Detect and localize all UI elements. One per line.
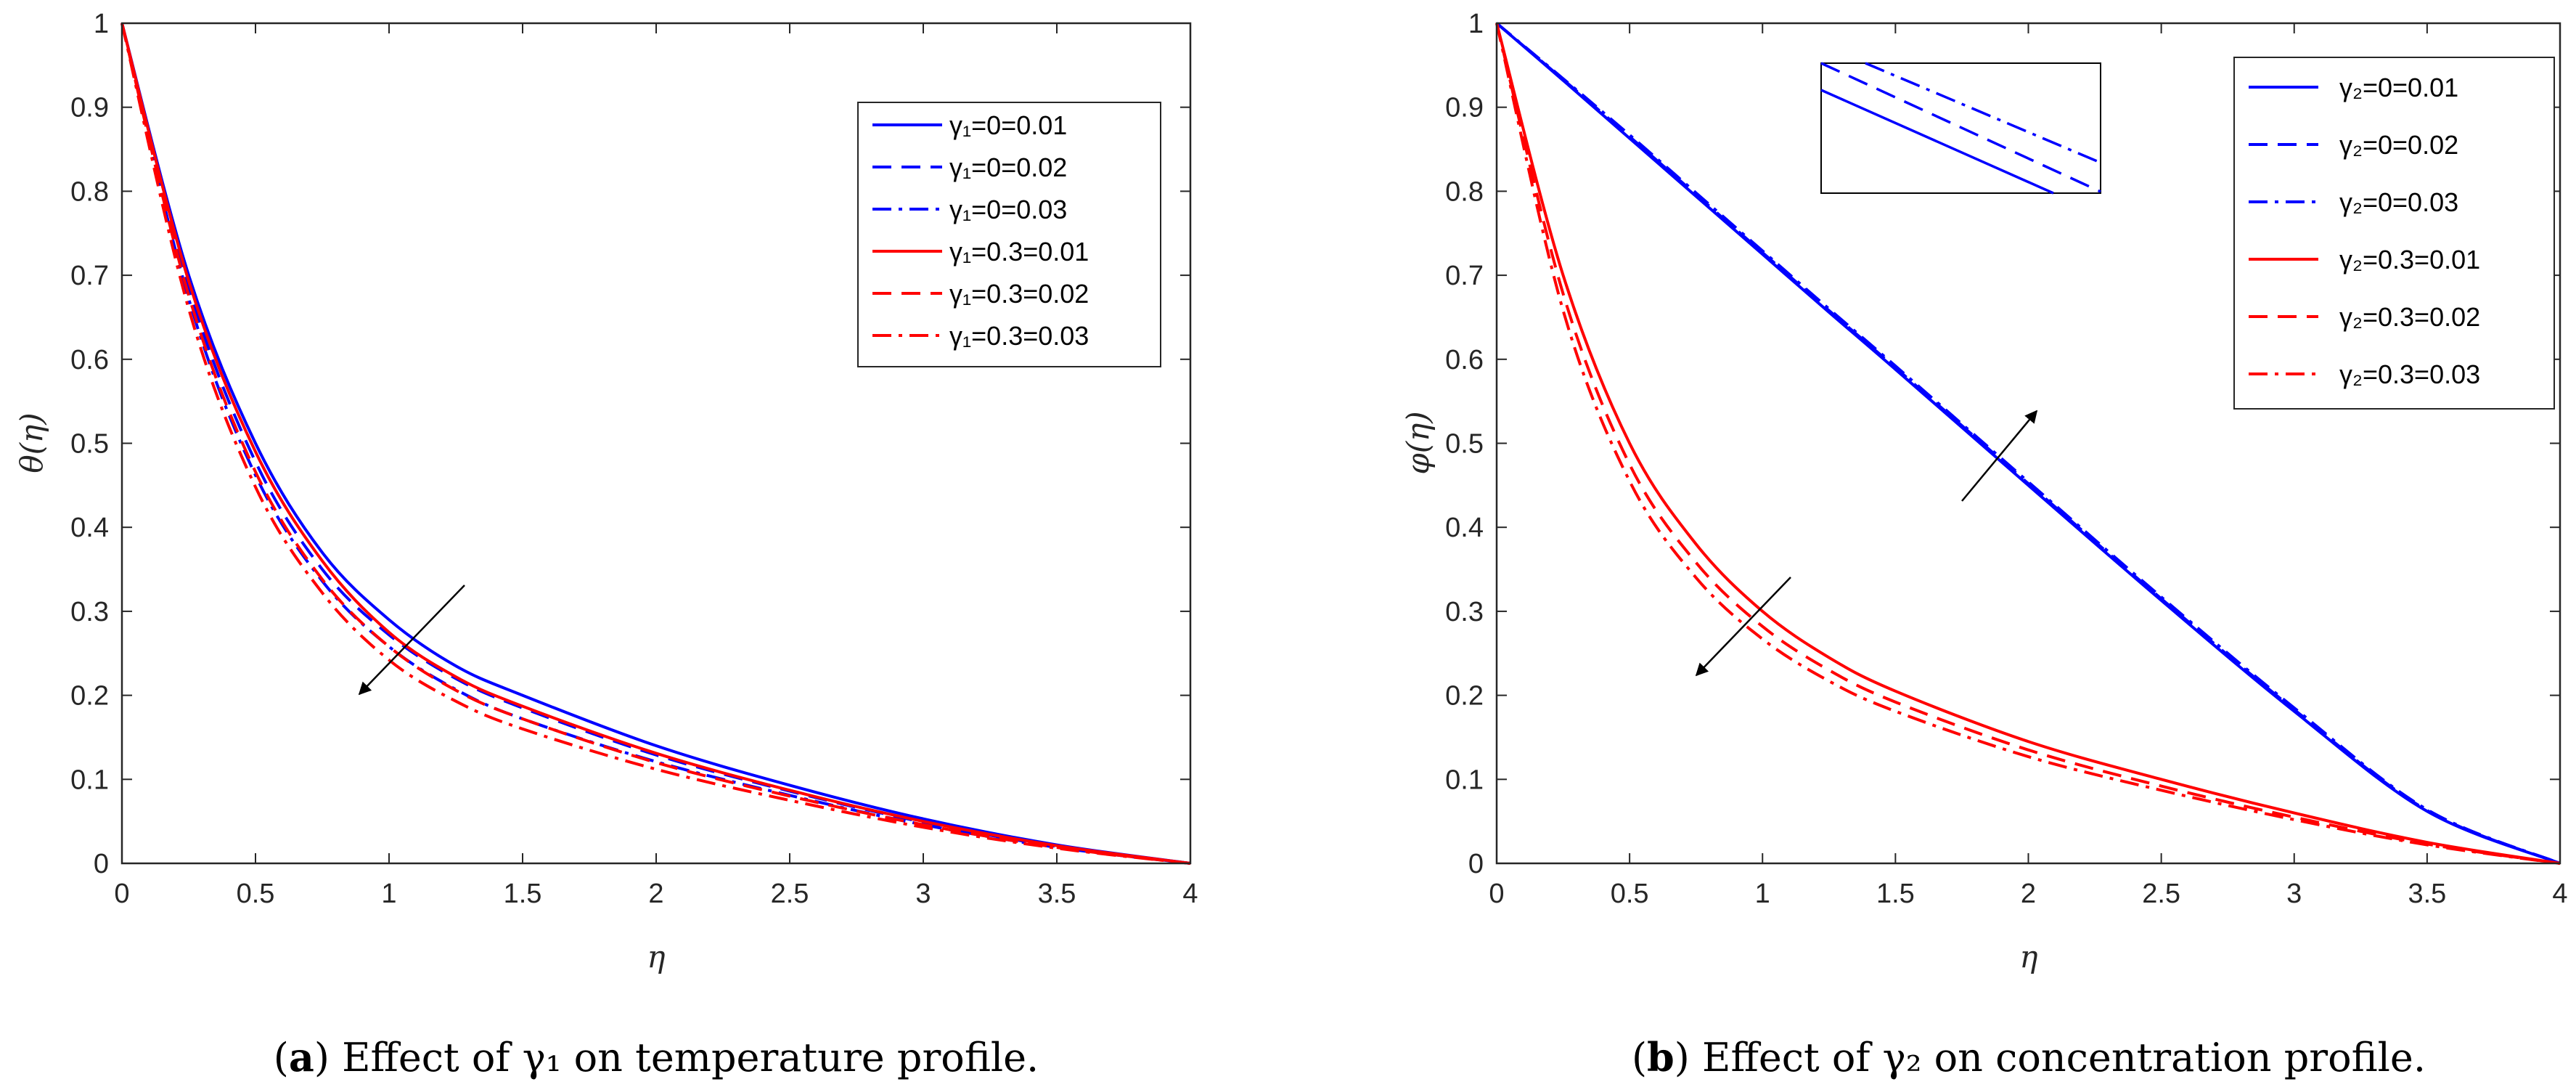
legend-box (2233, 57, 2555, 410)
legend-label: γ₂=0.3=0.03 (2339, 359, 2480, 389)
x-tick-label: 3.5 (1038, 879, 1076, 909)
series-line-1 (120, 23, 1191, 865)
y-tick-label: 0.1 (70, 765, 109, 795)
caption-letter: b (1647, 1034, 1675, 1080)
x-axis-label: η (2019, 939, 2037, 974)
x-tick-label: 1 (381, 879, 396, 909)
y-tick-label: 0.9 (70, 93, 109, 123)
y-tick-label: 0.8 (1445, 176, 1484, 207)
x-tick-label: 2 (648, 879, 663, 909)
series-line-4 (1495, 23, 2561, 865)
x-tick-label: 2.5 (2142, 879, 2180, 909)
axis-ticks: 0 0.5 1 1.5 2 2.5 3 3.5 4 0 0.1 0.2 0.3 0.4 0.5 0.6 0.7 0… (70, 9, 1198, 909)
y-tick-label: 0.7 (1445, 261, 1484, 291)
x-tick-label: 0 (114, 879, 129, 909)
y-tick-label: 0.8 (70, 176, 109, 207)
trend-arrow-red (1695, 577, 1791, 677)
chart-panel-b: 0 0.5 1 1.5 2 2.5 3 3.5 4 0 0.1 0.2 0.3 0.4 0.5 0.6 0.7 0… (1400, 9, 2568, 1080)
y-tick-label: 0.2 (1445, 681, 1484, 712)
y-tick-label: 0.6 (70, 345, 109, 375)
caption-text: Effect of γ₂ on concentration profile. (1702, 1035, 2426, 1080)
inset-line-dashed (1820, 62, 2101, 193)
y-axis-label: φ(η) (1400, 411, 1436, 474)
y-tick-label: 0.5 (70, 429, 109, 460)
legend-label: γ₁=0.3=0.03 (949, 321, 1089, 351)
inset-line-solid (1820, 89, 2054, 195)
legend-label: γ₂=0=0.01 (2339, 73, 2458, 102)
inset-line-dashdot (1865, 62, 2101, 164)
legend-label: γ₂=0.3=0.01 (2339, 245, 2480, 274)
y-tick-label: 0.4 (70, 513, 109, 543)
y-tick-label: 0 (1468, 849, 1484, 879)
legend-label: γ₂=0=0.03 (2339, 187, 2458, 217)
legend: γ₂=0=0.01 γ₂=0=0.02 γ₂=0=0.03 γ₂=0.3=0.01 γ₂… (2233, 57, 2555, 410)
y-tick-label: 0.4 (1445, 513, 1484, 543)
legend-label: γ₁=0.3=0.02 (949, 279, 1089, 309)
x-tick-label: 0.5 (237, 879, 275, 909)
x-tick-label: 1 (1755, 879, 1770, 909)
x-tick-label: 3 (2286, 879, 2302, 909)
y-tick-label: 0 (94, 849, 109, 879)
x-tick-label: 1.5 (504, 879, 542, 909)
y-tick-label: 0.1 (1445, 765, 1484, 795)
legend-label: γ₁=0=0.03 (949, 195, 1067, 224)
legend-label: γ₂=0=0.02 (2339, 130, 2458, 160)
legend-items: γ₁=0=0.01 γ₁=0=0.02 γ₁=0=0.03 γ₁=0.3=0.01 γ₁… (872, 110, 1089, 351)
legend-label: γ₁=0.3=0.01 (949, 237, 1089, 266)
x-tick-label: 0 (1489, 879, 1504, 909)
legend: γ₁=0=0.01 γ₁=0=0.02 γ₁=0=0.03 γ₁=0.3=0.01 γ₁… (857, 102, 1161, 367)
y-tick-label: 0.7 (70, 261, 109, 291)
series-line-4 (120, 23, 1191, 865)
y-tick-label: 0.9 (1445, 93, 1484, 123)
x-axis-label: η (647, 939, 665, 974)
series-line-5 (120, 23, 1191, 865)
y-tick-label: 0.2 (70, 681, 109, 712)
chart-panel-a: 0 0.5 1 1.5 2 2.5 3 3.5 4 0 0.1 0.2 0.3 0.4 0.5 0.6 0.7 0… (14, 9, 1198, 1080)
series-line-5 (1495, 23, 2561, 865)
y-tick-label: 0.6 (1445, 345, 1484, 375)
caption-a: (a) Effect of γ₁ on temperature profile. (274, 1034, 1039, 1080)
y-tick-label: 1 (1468, 9, 1484, 39)
x-tick-label: 4 (2552, 879, 2567, 909)
caption-b: (b) Effect of γ₂ on concentration profil… (1632, 1034, 2426, 1080)
trend-arrow (358, 585, 465, 696)
y-tick-label: 0.5 (1445, 429, 1484, 460)
x-tick-label: 3 (915, 879, 931, 909)
x-tick-label: 2 (2021, 879, 2036, 909)
y-axis-label: θ(η) (14, 412, 49, 473)
legend-label: γ₂=0.3=0.02 (2339, 302, 2480, 332)
y-tick-label: 0.3 (70, 597, 109, 627)
x-tick-label: 4 (1182, 879, 1198, 909)
legend-box (857, 102, 1161, 367)
x-tick-label: 3.5 (2408, 879, 2446, 909)
x-tick-label: 0.5 (1611, 879, 1649, 909)
series-line-3 (1495, 22, 2561, 865)
x-tick-label: 2.5 (771, 879, 809, 909)
series-line-6 (1495, 23, 2561, 865)
y-tick-label: 1 (94, 9, 109, 39)
zoom-inset (1820, 62, 2101, 195)
y-tick-label: 0.3 (1445, 597, 1484, 627)
caption-letter: a (289, 1034, 314, 1080)
trend-arrow-blue (1961, 410, 2038, 502)
x-tick-label: 1.5 (1876, 879, 1915, 909)
axis-ticks: 0 0.5 1 1.5 2 2.5 3 3.5 4 0 0.1 0.2 0.3 0.4 0.5 0.6 0.7 0… (1445, 9, 2567, 909)
legend-label: γ₁=0=0.02 (949, 152, 1067, 182)
plot-lines (120, 23, 1191, 865)
caption-text: Effect of γ₁ on temperature profile. (342, 1035, 1039, 1080)
plot-lines (1495, 22, 2561, 865)
legend-items: γ₂=0=0.01 γ₂=0=0.02 γ₂=0=0.03 γ₂=0.3=0.01 γ₂… (2249, 73, 2480, 389)
legend-label: γ₁=0=0.01 (949, 110, 1067, 140)
